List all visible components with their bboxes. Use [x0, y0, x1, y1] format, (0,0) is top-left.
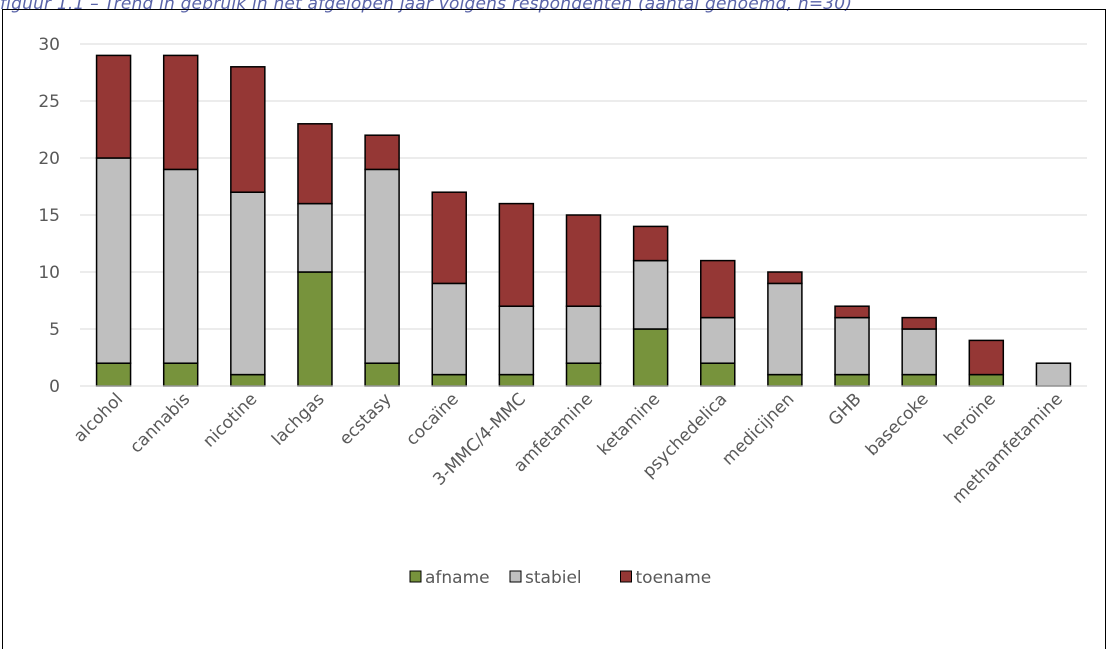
bar-afname — [364, 362, 400, 387]
stacked-bar-chart: 0 5 10 15 20 25 30 alcohol cannabis nicotine lachg… — [38, 35, 1087, 588]
bar-toename — [834, 305, 870, 319]
bar-toename — [632, 225, 669, 262]
y-tick-label: 20 — [38, 149, 60, 169]
bar-stabiel — [767, 282, 803, 376]
bar-toename — [431, 191, 467, 285]
x-tick-label: cocaïne — [402, 389, 462, 449]
x-tick-label: heroïne — [940, 389, 1000, 449]
bar-afname — [834, 373, 870, 387]
x-tick-label: ecstasy — [336, 389, 396, 449]
x-tick-label: GHB — [825, 389, 866, 430]
bar-toename — [498, 202, 535, 307]
chart-frame — [2, 9, 1106, 649]
bar-afname — [162, 362, 199, 387]
bar-toename — [162, 54, 199, 171]
bar-toename — [565, 214, 602, 307]
bar-afname — [901, 373, 937, 387]
legend-label-toename: toename — [636, 568, 712, 588]
bar-afname — [230, 373, 266, 387]
x-tick-label: basecoke — [862, 389, 933, 460]
legend-label-stabiel: stabiel — [525, 568, 582, 588]
bar-afname — [95, 362, 132, 387]
bar-afname — [767, 373, 803, 387]
bar-afname — [498, 373, 535, 387]
y-tick-label: 30 — [38, 35, 60, 55]
x-tick-label: nicotine — [199, 389, 261, 451]
bar-stabiel — [1035, 362, 1072, 387]
bar-stabiel — [95, 157, 132, 364]
bar-afname — [968, 373, 1005, 387]
y-tick-label: 5 — [49, 320, 60, 340]
x-tick-label: cannabis — [126, 389, 194, 457]
x-tick-label: methamfetamine — [949, 389, 1067, 507]
y-tick-label: 15 — [38, 206, 60, 226]
figure-caption: figuur 1.1 – Trend in gebruik in het afg… — [0, 0, 853, 14]
legend-label-afname: afname — [425, 568, 490, 588]
bar-stabiel — [364, 168, 400, 364]
y-tick-label: 10 — [38, 263, 60, 283]
legend-swatch-afname — [409, 570, 422, 583]
legend-swatch-stabiel — [509, 570, 522, 583]
bar-stabiel — [498, 305, 535, 376]
bar-stabiel — [431, 282, 467, 376]
y-tick-label: 25 — [38, 92, 60, 112]
bar-stabiel — [162, 168, 199, 364]
legend-swatch-toename — [620, 570, 632, 583]
bar-afname — [700, 362, 736, 387]
bar-toename — [95, 54, 132, 159]
bar-toename — [364, 134, 400, 171]
bar-stabiel — [565, 305, 602, 364]
bar-toename — [230, 66, 266, 193]
bar-stabiel — [632, 259, 669, 330]
bar-toename — [297, 123, 333, 205]
bar-afname — [565, 362, 602, 387]
x-tick-label: alcohol — [70, 389, 127, 446]
bar-stabiel — [834, 316, 870, 376]
bar-afname — [632, 328, 669, 387]
bar-stabiel — [700, 316, 736, 364]
y-tick-label: 0 — [49, 377, 60, 397]
bar-afname — [431, 373, 467, 387]
bar-toename — [968, 339, 1005, 376]
bar-toename — [901, 316, 937, 330]
x-tick-label: ketamine — [594, 389, 664, 459]
bar-stabiel — [901, 328, 937, 376]
bar-afname — [297, 271, 333, 387]
x-tick-label: lachgas — [268, 389, 328, 449]
bar-toename — [700, 259, 736, 319]
bar-stabiel — [297, 202, 333, 273]
bar-stabiel — [230, 191, 266, 376]
bar-toename — [767, 271, 803, 285]
x-tick-label: medicijnen — [718, 389, 798, 469]
